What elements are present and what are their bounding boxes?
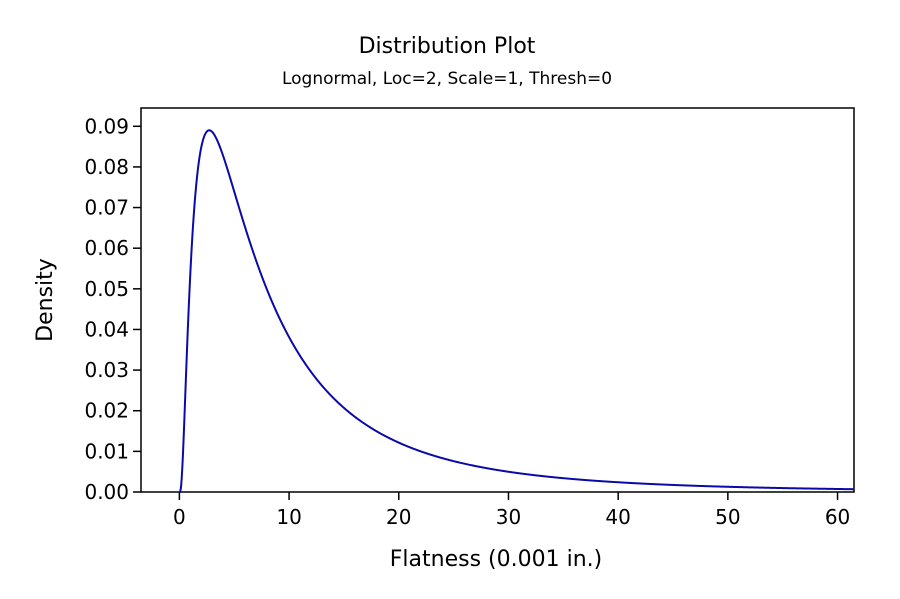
y-tick-label: 0.07: [84, 196, 129, 220]
y-tick-label: 0.03: [84, 358, 129, 382]
density-curve: [179, 129, 855, 493]
x-tick-label: 0: [173, 505, 186, 529]
y-tick-label: 0.01: [84, 439, 129, 463]
y-axis-label: Density: [33, 258, 58, 342]
chart-subtitle: Lognormal, Loc=2, Scale=1, Thresh=0: [282, 69, 612, 89]
y-tick-label: 0.06: [84, 236, 129, 260]
x-axis-label: Flatness (0.001 in.): [390, 547, 602, 572]
chart-title: Distribution Plot: [359, 34, 536, 59]
x-tick-label: 20: [386, 505, 411, 529]
x-tick-label: 10: [276, 505, 301, 529]
x-axis: 0 10 20 30 40 50 60: [173, 492, 850, 529]
y-tick-label: 0.09: [84, 114, 129, 138]
y-axis: 0.00 0.01 0.02 0.03 0.04 0.05 0.06 0.07 0.08 0.09: [84, 114, 141, 504]
x-tick-label: 40: [605, 505, 630, 529]
y-tick-label: 0.02: [84, 399, 129, 423]
y-tick-label: 0.00: [84, 480, 129, 504]
x-tick-label: 60: [825, 505, 850, 529]
x-tick-label: 50: [715, 505, 740, 529]
plot-frame: [140, 107, 855, 493]
y-tick-label: 0.04: [84, 317, 129, 341]
y-tick-label: 0.05: [84, 277, 129, 301]
x-tick-label: 30: [496, 505, 521, 529]
y-tick-label: 0.08: [84, 155, 129, 179]
